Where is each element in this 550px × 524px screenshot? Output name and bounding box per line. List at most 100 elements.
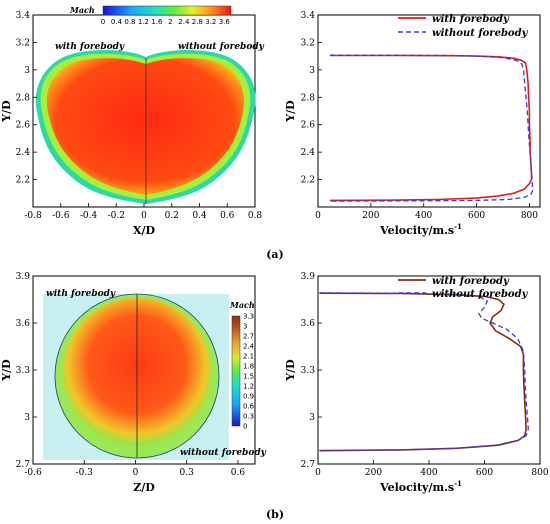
ylabel-a-contour: Y/D [0,100,13,123]
ytick-label-a-contour-0: 2.2 [16,176,30,186]
heart-core [46,58,245,196]
xtick-label-b-profile-1: 200 [365,468,382,478]
xlabel-a-contour: X/D [133,224,156,237]
xtick-label-b-profile-3: 600 [476,468,493,478]
annotation-with-forebody-b: with forebody [46,289,116,299]
colorbar-a [102,5,232,16]
colorbar-b-tick-5: 1.5 [243,373,254,381]
xtick-label-a-profile-0: 0 [315,211,321,221]
ytick-label-a-contour-1: 2.4 [16,148,31,158]
xtick-label-b-contour-0: -0.6 [24,468,42,478]
colorbar-a-tick-3: 1.2 [138,18,149,26]
colorbar-b-ticks: 0 0.3 0.6 0.9 1.2 1.5 1.8 2.1 2.4 2.7 3 3.3 [243,313,255,431]
ytick-label-a-contour-6: 3.4 [16,11,31,21]
colorbar-a-title: Mach [69,5,95,15]
xtick-label-a-contour-1: -0.6 [52,211,70,221]
xtick-label-b-profile-2: 400 [420,468,437,478]
ytick-label-a-profile-4: 3 [309,66,315,76]
ytick-label-b-profile-3: 3.6 [301,319,316,329]
series-line-b-profile-with-forebody [319,292,527,452]
colorbar-a-tick-9: 3.6 [219,18,231,26]
colorbar-b [231,315,241,427]
xtick-label-b-profile-0: 0 [315,468,321,478]
panel-a-contour: with forebody without forebody Mach 0 0.4… [0,5,265,237]
ytick-label-a-profile-2: 2.6 [301,121,316,131]
xlabel-b-contour: Z/D [133,481,155,494]
xlabel-b-profile: Velocity/m.s-1 [379,479,462,494]
ytick-label-a-profile-3: 2.8 [301,93,316,103]
xtick-label-a-contour-8: 0.8 [248,211,263,221]
xtick-label-a-contour-4: 0 [141,211,147,221]
xtick-label-b-contour-4: 0.6 [231,468,246,478]
axes-b-profile: 0 200 400 600 800 2.7 3 3.3 3.6 3.9 [301,272,549,478]
ytick-label-b-profile-1: 3 [309,413,315,423]
panel-a-profile-frame [317,14,541,208]
colorbar-b-tick-7: 2.1 [243,353,254,361]
annotation-with-forebody-a: with forebody [55,42,125,52]
series-line-b-profile-without-forebody [319,292,529,452]
colorbar-b-tick-4: 1.2 [243,383,254,391]
ytick-label-a-profile-0: 2.2 [301,176,315,186]
curves-b [319,292,529,452]
xtick-label-a-contour-7: 0.6 [220,211,235,221]
ylabel-b-profile: Y/D [284,359,297,382]
panel-label-a: (a) [266,248,284,261]
legend-b-label-with: with forebody [432,276,510,287]
colorbar-b-tick-2: 0.6 [243,403,255,411]
panel-label-b: (b) [266,508,284,521]
curves-a [329,54,534,202]
ytick-label-b-contour-4: 3.9 [16,272,31,282]
colorbar-b-tick-11: 3.3 [243,313,254,321]
colorbar-a-tick-2: 0.8 [124,18,135,26]
xtick-label-b-contour-3: 0.3 [180,468,195,478]
xtick-label-a-contour-2: -0.4 [80,211,98,221]
axes-a-contour: -0.8 -0.6 -0.4 -0.2 0 0.2 0.4 0.6 0.8 2.2 2.4 2.6 2.… [16,11,263,221]
series-line-a-profile-with-forebody [329,54,533,202]
ytick-label-a-profile-6: 3.4 [301,11,316,21]
ytick-label-a-contour-2: 2.6 [16,121,31,131]
xtick-label-b-profile-4: 800 [531,468,548,478]
xtick-label-b-contour-2: 0 [133,468,139,478]
colorbar-a-tick-5: 2 [168,18,172,26]
xtick-label-a-contour-3: -0.2 [108,211,125,221]
panel-b-profile-frame [317,275,541,465]
colorbar-b-tick-9: 2.7 [243,333,254,341]
colorbar-a-ticks: 0 0.4 0.8 1.2 1.6 2 2.4 2.8 3.2 3.6 [101,18,231,26]
xtick-label-a-contour-6: 0.4 [192,211,207,221]
colorbar-a-tick-1: 0.4 [111,18,123,26]
ytick-label-b-contour-2: 3.3 [16,366,31,376]
annotation-without-forebody-b: without forebody [180,448,267,458]
xtick-label-b-contour-1: -0.3 [76,468,94,478]
xlabel-a-profile: Velocity/m.s-1 [379,222,462,237]
ytick-label-b-profile-2: 3.3 [301,366,316,376]
xtick-label-a-contour-5: 0.2 [165,211,179,221]
ytick-label-b-contour-0: 2.7 [16,460,31,470]
ytick-label-b-contour-1: 3 [24,413,30,423]
xtick-label-a-profile-1: 200 [362,211,379,221]
xtick-label-a-profile-2: 400 [415,211,432,221]
ytick-label-a-contour-3: 2.8 [16,93,31,103]
colorbar-b-tick-0: 0 [243,423,247,431]
colorbar-a-tick-8: 3.2 [205,18,216,26]
panel-a-profile: 0 200 400 600 800 2.2 2.4 2.6 2.8 3 3.2 3.4 with fo… [284,11,541,237]
colorbar-b-tick-3: 0.9 [243,393,254,401]
legend-a-label-without: without forebody [432,28,529,39]
panel-b-profile: 0 200 400 600 800 2.7 3 3.3 3.6 3.9 with forebody… [284,272,549,494]
ytick-label-b-profile-4: 3.9 [301,272,316,282]
xtick-label-a-profile-4: 800 [521,211,538,221]
ytick-label-a-contour-5: 3.2 [16,38,30,48]
colorbar-b-tick-10: 3 [243,323,247,331]
colorbar-a-tick-4: 1.6 [151,18,163,26]
colorbar-a-tick-6: 2.4 [178,18,190,26]
ytick-label-b-contour-3: 3.6 [16,319,31,329]
series-line-a-profile-without-forebody [329,54,534,202]
panel-b-contour: with forebody without forebody Mach 0 0.3… [0,272,267,494]
axes-b-contour: -0.6 -0.3 0 0.3 0.6 2.7 3 3.3 3.6 3.9 [16,272,246,478]
colorbar-b-tick-6: 1.8 [243,363,254,371]
ytick-label-a-contour-4: 3 [24,66,30,76]
annotation-without-forebody-a: without forebody [178,42,265,52]
ytick-label-a-profile-5: 3.2 [301,38,315,48]
legend-a-label-with: with forebody [432,14,510,25]
colorbar-b-tick-1: 0.3 [243,413,254,421]
